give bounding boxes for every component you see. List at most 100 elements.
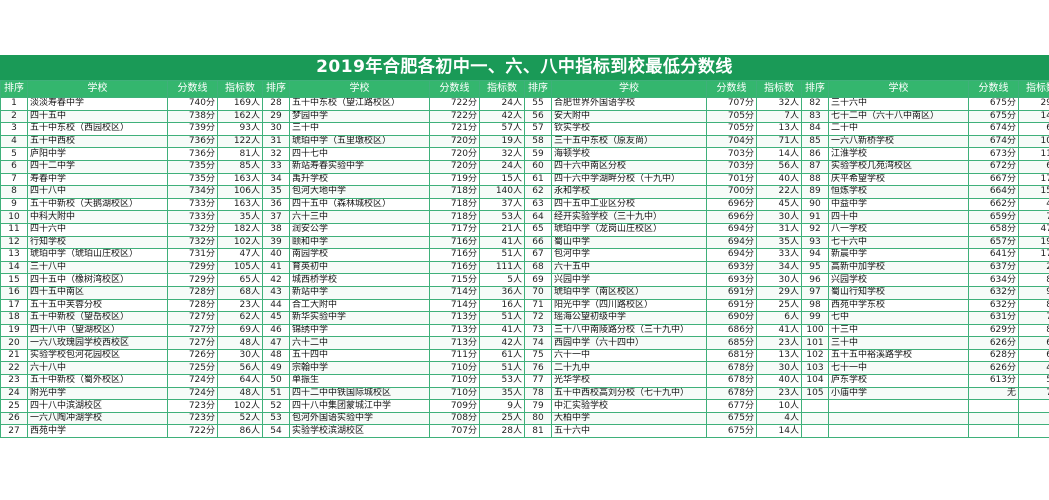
rank-cell: 15: [0, 273, 28, 287]
school-cell: 四十七中: [289, 147, 430, 161]
score-cell: 662分: [968, 197, 1019, 212]
rank-cell: 7: [0, 172, 28, 187]
rank-cell: 21: [0, 348, 28, 363]
score-cell: 739分: [167, 122, 218, 136]
rank-cell: 44: [262, 298, 290, 313]
table-row: 17 五十五中芙蓉分校 728分 23人 44 合工大附中 714分 16人 71 阳光中学（四川…: [0, 298, 1049, 313]
school-cell: 海顿学校: [551, 147, 707, 161]
table-row: 27 西苑中学 722分 86人 54 实验学校滨湖校区 707分 28人 81 五十六中 675分…: [0, 424, 1049, 439]
rank-cell: 62: [524, 185, 552, 199]
header-score: 分数线: [968, 80, 1019, 98]
count-cell: 41人: [479, 235, 525, 250]
rank-cell: 38: [262, 222, 290, 237]
table-row: 18 五十中新校（望岳校区） 727分 62人 45 新华实验中学 713分 51人 72 瑶海公…: [0, 311, 1049, 325]
rank-cell: 53: [262, 411, 290, 426]
count-cell: 6人: [756, 311, 802, 325]
count-cell: 22人: [756, 185, 802, 199]
rank-cell: 43: [262, 285, 290, 300]
score-cell: 718分: [429, 210, 480, 224]
score-cell: 659分: [968, 210, 1019, 224]
school-cell: 三十八中: [27, 260, 168, 275]
school-cell: 合肥世界外国语学校: [551, 97, 707, 111]
score-cell: 725分: [167, 361, 218, 376]
rank-cell: 86: [801, 147, 829, 161]
count-cell: 102人: [217, 399, 263, 413]
school-cell: 锦绣中学: [289, 323, 430, 338]
table-row: 12 行知学校 732分 102人 39 颐和中学 716分 41人 66 蜀山中学 694分 35人…: [0, 235, 1049, 250]
score-cell: 718分: [429, 185, 480, 199]
score-cell: 691分: [706, 285, 757, 300]
header-score: 分数线: [429, 80, 480, 98]
score-cell: 709分: [429, 399, 480, 413]
score-cell: 707分: [429, 424, 480, 439]
sheet-title: 2019年合肥各初中一、六、八中指标到校最低分数线: [0, 55, 1049, 80]
school-cell: 四十五中（橡树湾校区）: [27, 273, 168, 287]
school-cell: 三十中: [289, 122, 430, 136]
school-cell: 阳光中学（四川路校区）: [551, 298, 707, 313]
rank-cell: 72: [524, 311, 552, 325]
header-rank: 排序: [262, 80, 290, 98]
count-cell: 30人: [756, 361, 802, 376]
count-cell: 19人: [1018, 235, 1049, 250]
rank-cell: 28: [262, 97, 290, 111]
header-school: 学校: [828, 80, 969, 98]
rank-cell: 82: [801, 97, 829, 111]
header-school: 学校: [27, 80, 168, 98]
rank-cell: 8: [0, 185, 28, 199]
score-cell: 732分: [167, 235, 218, 250]
rank-cell: 102: [801, 348, 829, 363]
school-cell: 小庙中学: [828, 386, 969, 401]
count-cell: 51人: [479, 361, 525, 376]
rank-cell: 27: [0, 424, 28, 439]
rank-cell: 33: [262, 159, 290, 174]
school-cell: 宗翰中学: [289, 361, 430, 376]
school-cell: 实验学校包河花园校区: [27, 348, 168, 363]
rank-cell: 56: [524, 109, 552, 124]
school-cell: 新站中学: [289, 285, 430, 300]
score-cell: 681分: [706, 348, 757, 363]
score-cell: 722分: [167, 424, 218, 439]
count-cell: 13人: [756, 348, 802, 363]
rank-cell: 77: [524, 374, 552, 388]
school-cell: 瑶海公望初级中学: [551, 311, 707, 325]
count-cell: 48人: [217, 386, 263, 401]
school-cell: 五十六中: [551, 424, 707, 439]
count-cell: 14人: [756, 424, 802, 439]
table-row: 13 琥珀中学（琥珀山庄校区） 731分 47人 40 南园学校 716分 51人 67 包河中学…: [0, 248, 1049, 262]
rank-cell: 91: [801, 210, 829, 224]
table-row: 10 中科大附中 733分 35人 37 六十三中 718分 53人 64 经开实验学校（三十九中…: [0, 210, 1049, 224]
table-row: 2 四十五中 738分 162人 29 梦园中学 722分 42人 56 安大附中 705分 7人 83…: [0, 109, 1049, 124]
table-row: 20 一六八玫瑰园学校西校区 727分 48人 47 六十二中 713分 42人 74 西园中学（…: [0, 336, 1049, 350]
count-cell: 17人: [1018, 248, 1049, 262]
score-cell: 705分: [706, 109, 757, 124]
school-cell: 四十五中（森林城校区）: [289, 197, 430, 212]
rank-cell: 50: [262, 374, 290, 388]
rank-cell: 16: [0, 285, 28, 300]
school-cell: 七中: [828, 311, 969, 325]
count-cell: 6人: [1018, 348, 1049, 363]
rank-cell: 58: [524, 134, 552, 149]
score-cell: 728分: [167, 298, 218, 313]
school-cell: 寿春中学: [27, 172, 168, 187]
count-cell: 30人: [756, 210, 802, 224]
rank-cell: 85: [801, 134, 829, 149]
count-cell: 163人: [217, 172, 263, 187]
school-cell: 禹升学校: [289, 172, 430, 187]
count-cell: 10人: [756, 399, 802, 413]
rank-cell: 55: [524, 97, 552, 111]
count-cell: 15人: [1018, 185, 1049, 199]
count-cell: 34人: [756, 260, 802, 275]
score-cell: 722分: [429, 97, 480, 111]
count-cell: 32人: [756, 97, 802, 111]
school-cell: 四十五中工业区分校: [551, 197, 707, 212]
school-cell: 庆平希望学校: [828, 172, 969, 187]
rank-cell: 61: [524, 172, 552, 187]
score-cell: 694分: [706, 235, 757, 250]
count-cell: 24人: [479, 97, 525, 111]
score-cell: 675分: [968, 109, 1019, 124]
count-cell: 36人: [479, 285, 525, 300]
count-cell: 9人: [1018, 285, 1049, 300]
count-cell: 65人: [217, 273, 263, 287]
header-school: 学校: [551, 80, 707, 98]
score-cell: 738分: [167, 109, 218, 124]
